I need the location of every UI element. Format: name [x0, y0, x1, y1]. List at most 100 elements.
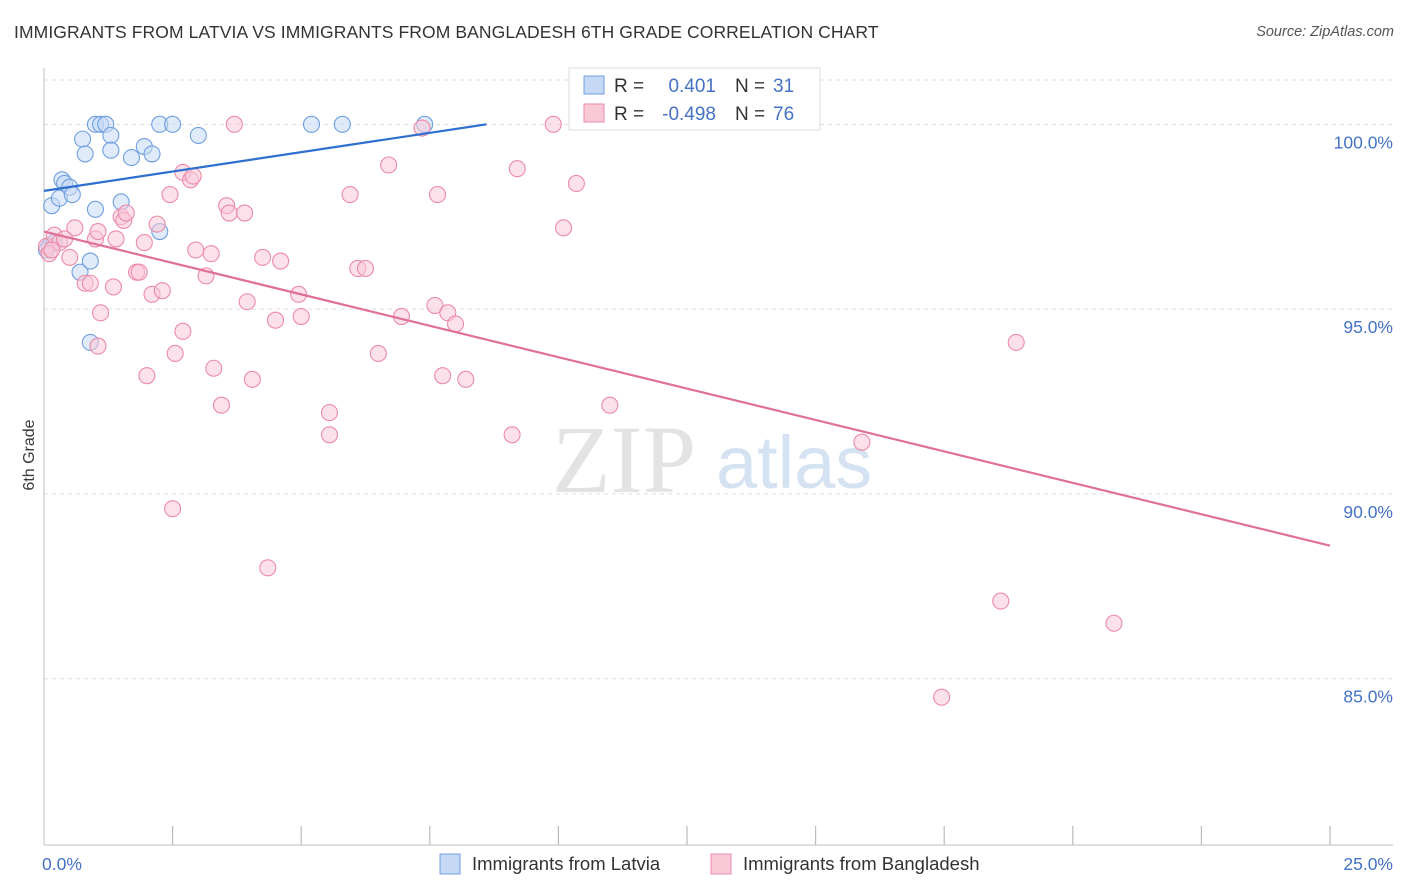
latvia-point-5: [63, 186, 81, 204]
bangladesh-point-68: [567, 174, 585, 193]
bangladesh-point-27: [166, 344, 184, 363]
bangladesh-point-26: [164, 500, 182, 518]
bangladesh-point-24: [153, 282, 171, 300]
bangladesh-point-21: [138, 367, 156, 385]
bangladesh-point-12: [89, 337, 107, 355]
bangladesh-point-59: [428, 186, 447, 204]
bangladesh-point-10: [89, 222, 107, 241]
bangladesh-point-13: [104, 278, 122, 296]
bangladesh-point-34: [202, 245, 220, 263]
latvia-point-25: [302, 115, 321, 133]
stats-latvia-r-value: 0.401: [668, 76, 716, 97]
bangladesh-point-58: [426, 296, 444, 314]
latvia-point-9: [86, 200, 104, 218]
bangladesh-point-75: [43, 241, 61, 259]
series-legend: Immigrants from Latvia Immigrants from B…: [439, 853, 980, 875]
bangladesh-point-23: [148, 215, 166, 233]
y-axis-label: 6th Grade: [21, 419, 38, 490]
bangladesh-point-17: [117, 204, 135, 222]
latvia-point-23: [164, 115, 182, 133]
bangladesh-point-62: [446, 315, 465, 333]
latvia-trend-line: [43, 123, 487, 192]
stats-box: R = 0.401 N = 31 R = -0.498 N = 76: [568, 67, 821, 131]
bangladesh-point-35: [205, 359, 223, 377]
bangladesh-point-71: [933, 688, 951, 706]
latvia-point-26: [333, 115, 351, 133]
x-tick-label-0: 0.0%: [42, 854, 82, 874]
bangladesh-point-64: [503, 426, 521, 444]
y-tick-label-3: 85.0%: [1343, 687, 1393, 707]
latvia-point-10: [74, 130, 92, 148]
bangladesh-point-66: [544, 115, 562, 133]
bangladesh-point-70: [853, 433, 871, 451]
bangladesh-point-45: [266, 311, 285, 329]
bangladesh-point-73: [1007, 333, 1025, 351]
bangladesh-point-53: [356, 259, 375, 278]
bangladesh-point-25: [161, 186, 179, 204]
bangladesh-point-5: [61, 248, 79, 266]
latvia-point-15: [102, 126, 120, 144]
bangladesh-point-74: [1105, 614, 1123, 632]
trend-lines: [43, 123, 1331, 547]
bangladesh-point-65: [508, 160, 526, 178]
stats-latvia-r-label: R =: [614, 76, 644, 97]
bangladesh-point-41: [238, 293, 256, 311]
bangladesh-point-44: [259, 559, 277, 577]
bangladesh-point-67: [554, 219, 573, 237]
bangladesh-point-43: [254, 248, 272, 266]
stats-bangladesh-n-label: N =: [735, 104, 765, 125]
bangladesh-point-57: [413, 119, 431, 137]
latvia-point-11: [76, 145, 94, 163]
bangladesh-point-32: [187, 241, 205, 259]
y-tick-label-2: 90.0%: [1343, 502, 1393, 522]
bangladesh-point-38: [220, 204, 238, 222]
chart-title: IMMIGRANTS FROM LATVIA VS IMMIGRANTS FRO…: [14, 22, 879, 42]
latvia-point-16: [102, 141, 120, 159]
x-tick-label-1: 25.0%: [1343, 854, 1393, 874]
legend-bangladesh-label: Immigrants from Bangladesh: [743, 853, 980, 874]
tick-labels: 100.0% 95.0% 90.0% 85.0% 0.0% 25.0%: [42, 132, 1393, 874]
stats-latvia-n-label: N =: [735, 76, 765, 97]
bangladesh-point-29: [174, 322, 192, 340]
bangladesh-point-48: [292, 307, 310, 326]
bangladesh-point-19: [130, 263, 148, 281]
stats-bangladesh-n-value: 76: [773, 104, 794, 125]
latvia-point-24: [189, 126, 207, 144]
watermark-atlas: atlas: [716, 421, 872, 504]
stats-bangladesh-r-value: -0.498: [662, 104, 716, 125]
bangladesh-point-60: [434, 367, 452, 385]
bangladesh-point-50: [320, 426, 339, 444]
bangladesh-point-69: [601, 396, 619, 414]
axes: [43, 68, 1393, 846]
y-tick-label-0: 100.0%: [1334, 132, 1393, 152]
bangladesh-point-8: [81, 274, 99, 292]
bangladesh-point-14: [107, 230, 125, 248]
bangladesh-trend-line: [43, 230, 1331, 547]
stats-latvia-swatch: [583, 75, 605, 95]
stats-bangladesh-r-label: R =: [614, 104, 644, 125]
bangladesh-point-6: [66, 219, 84, 237]
bangladesh-point-31: [184, 167, 202, 185]
bangladesh-point-49: [320, 404, 339, 422]
bangladesh-point-54: [369, 344, 387, 363]
bangladesh-point-46: [272, 252, 290, 270]
source-credit: Source: ZipAtlas.com: [1256, 24, 1394, 40]
data-points: [38, 115, 1123, 706]
watermark-zip: ZIP: [552, 406, 696, 513]
bangladesh-point-51: [341, 186, 359, 204]
latvia-point-7: [81, 252, 99, 270]
bangladesh-point-72: [992, 592, 1010, 610]
latvia-point-18: [122, 149, 140, 167]
legend-latvia-label: Immigrants from Latvia: [472, 853, 661, 874]
bangladesh-point-36: [212, 396, 231, 414]
bangladesh-point-63: [457, 370, 475, 388]
legend-bangladesh-swatch: [710, 853, 732, 875]
stats-box-frame: [568, 67, 821, 131]
bangladesh-point-11: [92, 304, 110, 322]
bangladesh-point-20: [135, 234, 153, 252]
bangladesh-point-55: [380, 156, 398, 174]
bangladesh-point-40: [236, 204, 254, 222]
bangladesh-point-42: [243, 370, 261, 388]
stats-bangladesh-swatch: [583, 103, 605, 123]
